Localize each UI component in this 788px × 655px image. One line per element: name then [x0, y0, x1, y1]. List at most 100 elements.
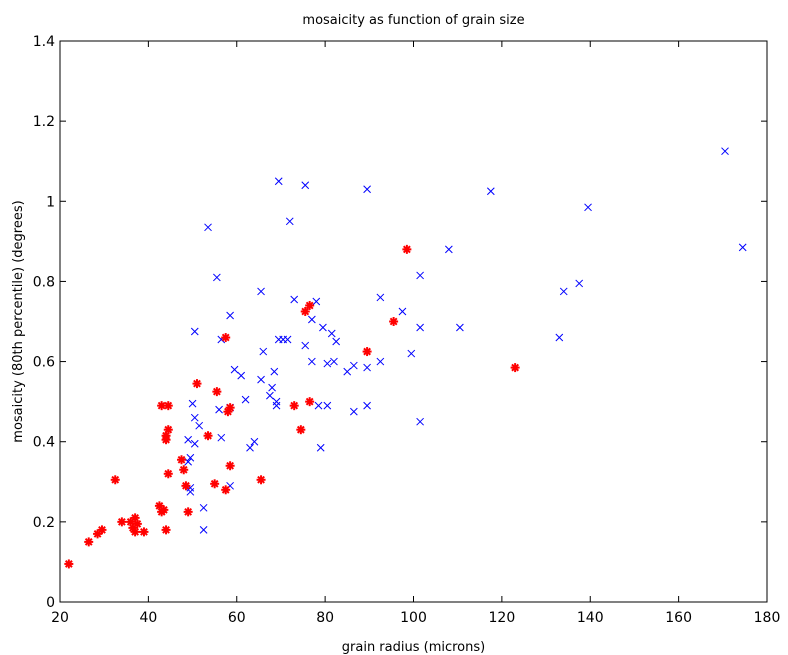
star-marker-point	[296, 425, 306, 435]
x-tick-label: 120	[489, 610, 516, 626]
x-marker-point	[456, 323, 464, 332]
x-marker-point	[555, 333, 564, 342]
star-marker-stroke	[64, 560, 73, 568]
x-marker-stroke	[190, 327, 199, 336]
x-marker-stroke	[195, 421, 204, 430]
x-marker-stroke	[268, 383, 276, 392]
x-marker-stroke	[257, 287, 265, 296]
x-marker-stroke	[274, 177, 283, 186]
star-marker-stroke	[296, 425, 305, 434]
x-marker-stroke	[363, 401, 371, 410]
y-tick-label: 0	[46, 595, 55, 611]
x-marker-point	[319, 323, 327, 332]
y-tick-label: 1	[46, 194, 55, 210]
x-marker-stroke	[319, 323, 327, 332]
star-marker-stroke	[363, 347, 371, 356]
x-marker-stroke	[486, 187, 495, 196]
x-marker-stroke	[332, 337, 341, 346]
star-marker-point	[139, 527, 149, 537]
x-marker-point	[257, 375, 265, 384]
x-marker-stroke	[330, 357, 338, 366]
x-marker-point	[398, 307, 407, 316]
y-axis-label: mosaicity (80th percentile) (degrees)	[11, 200, 26, 442]
star-marker-point	[225, 461, 235, 471]
x-axis-label: grain radius (microns)	[342, 640, 485, 655]
x-tick-label: 40	[139, 610, 157, 626]
star-marker-point	[300, 306, 310, 316]
star-marker-stroke	[257, 475, 265, 484]
x-marker-point	[416, 417, 424, 426]
x-marker-stroke	[559, 287, 568, 296]
data-points	[64, 147, 747, 569]
x-marker-point	[241, 395, 250, 404]
x-marker-point	[257, 287, 265, 296]
axes: 20 40 60 80 100 120 140 160 180 0 0.2 0.4 0.6 0.8 1 1.2…	[33, 34, 781, 626]
star-marker-point	[210, 479, 220, 489]
x-marker-point	[407, 349, 416, 358]
star-marker-stroke	[177, 455, 186, 464]
x-marker-stroke	[270, 367, 279, 376]
x-marker-stroke	[575, 279, 584, 288]
x-marker-point	[230, 365, 239, 374]
star-marker-point	[223, 407, 233, 417]
x-marker-stroke	[250, 437, 259, 446]
star-marker-point	[177, 455, 187, 465]
x-marker-stroke	[416, 323, 424, 332]
x-marker-stroke	[327, 329, 336, 338]
x-marker-point	[559, 287, 568, 296]
x-marker-stroke	[584, 203, 592, 212]
star-marker-point	[179, 465, 189, 475]
star-marker-point	[64, 559, 74, 569]
x-marker-stroke	[190, 439, 199, 448]
x-marker-stroke	[241, 395, 250, 404]
x-tick-label: 20	[51, 610, 69, 626]
star-marker-stroke	[179, 465, 188, 474]
star-marker-point	[362, 347, 372, 357]
x-marker-point	[266, 391, 274, 400]
x-marker-point	[195, 421, 204, 430]
star-marker-point	[289, 401, 299, 411]
x-marker-point	[330, 357, 338, 366]
x-marker-point	[301, 181, 310, 190]
x-marker-point	[301, 341, 310, 350]
star-marker-stroke	[93, 529, 102, 538]
x-marker-stroke	[272, 401, 281, 410]
star-marker-point	[163, 401, 173, 411]
x-marker-stroke	[363, 363, 371, 372]
x-marker-point	[486, 187, 495, 196]
star-marker-stroke	[221, 333, 230, 342]
x-marker-stroke	[363, 185, 371, 194]
x-marker-point	[237, 371, 246, 380]
x-marker-point	[444, 245, 453, 254]
star-marker-point	[221, 333, 231, 343]
y-tick-label: 0.8	[33, 274, 55, 290]
y-tick-label: 0.4	[33, 435, 55, 451]
x-marker-stroke	[259, 347, 268, 356]
x-marker-stroke	[190, 413, 199, 422]
star-marker-stroke	[182, 481, 190, 490]
x-marker-stroke	[199, 503, 208, 512]
x-marker-point	[349, 361, 358, 370]
star-marker-stroke	[157, 401, 166, 410]
star-marker-point	[221, 485, 231, 495]
x-marker-stroke	[721, 147, 729, 156]
star-marker-stroke	[224, 407, 232, 416]
x-marker-stroke	[226, 311, 234, 320]
star-marker-point	[203, 431, 213, 441]
x-marker-stroke	[416, 417, 424, 426]
x-marker-stroke	[312, 297, 321, 306]
star-marker-stroke	[126, 517, 135, 526]
x-marker-stroke	[186, 453, 195, 462]
x-marker-stroke	[314, 401, 323, 410]
x-marker-stroke	[316, 443, 325, 452]
x-marker-point	[363, 185, 371, 194]
x-marker-point	[363, 401, 371, 410]
star-marker-stroke	[84, 538, 93, 546]
x-marker-point	[283, 335, 292, 344]
x-marker-stroke	[555, 333, 564, 342]
x-marker-stroke	[290, 295, 299, 304]
star-marker-stroke	[117, 517, 126, 526]
x-marker-stroke	[308, 357, 316, 366]
x-marker-stroke	[343, 367, 352, 376]
y-tick-label: 0.2	[33, 515, 55, 531]
